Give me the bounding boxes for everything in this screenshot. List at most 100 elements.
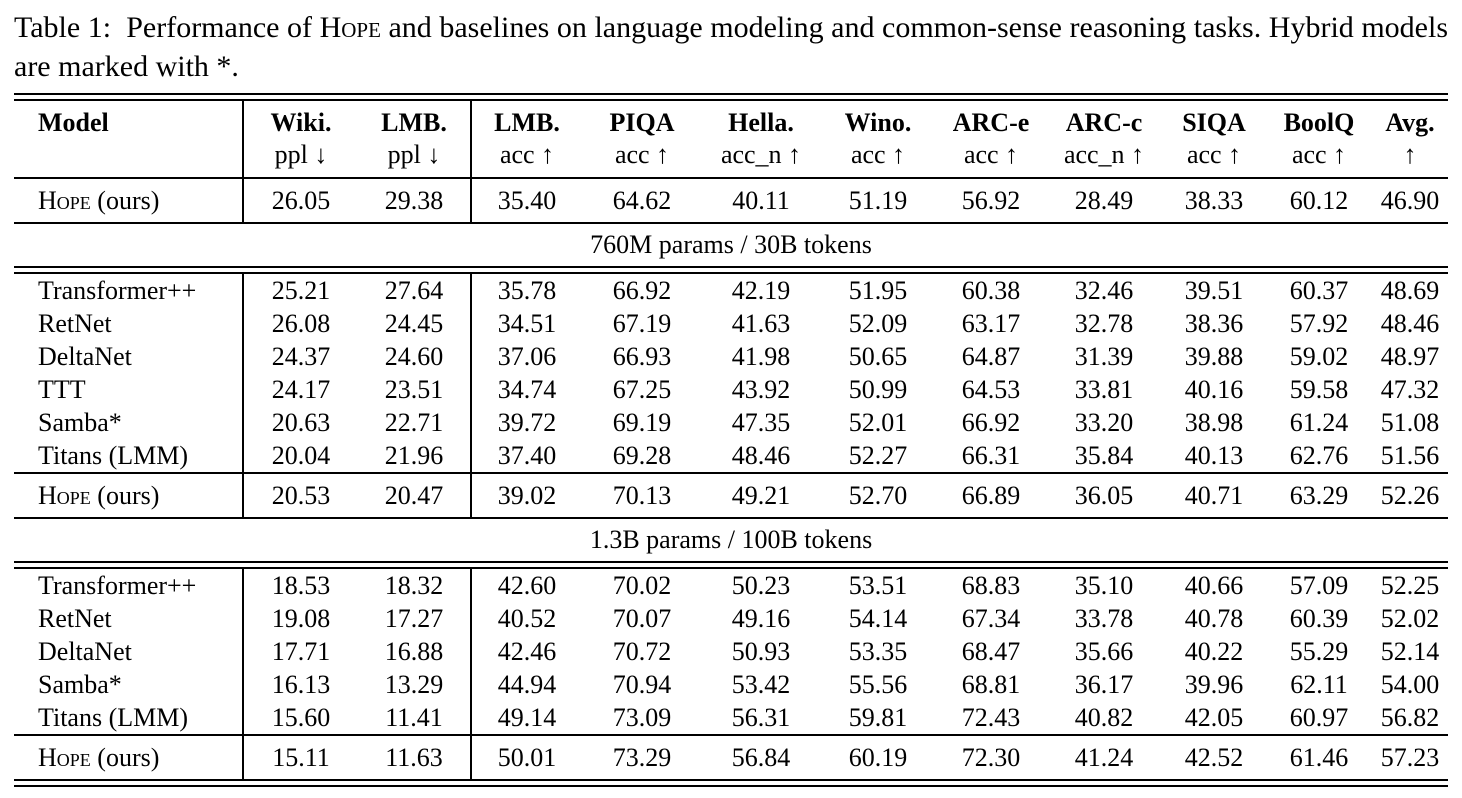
model-name-cell: TTT (14, 373, 242, 406)
metric-value-cell: 51.56 (1380, 441, 1440, 470)
column-header-cell: LMB. ppl ↓ (358, 101, 470, 177)
metric-value-cell: 33.20 (1074, 408, 1134, 437)
metric-value-cell: 66.92 (961, 408, 1021, 437)
result-row: Hope (ours) 15.11 11.63 50.01 73.29 56.84 60.1… (14, 736, 1448, 779)
metric-value-cell: 52.09 (848, 309, 908, 338)
metric-value-cell: 52.27 (848, 441, 908, 470)
model-name-text: Titans (LMM) (38, 703, 189, 732)
paper-page: Table 1: Performance of Hope and baselin… (14, 0, 1448, 787)
metric-value-cell: 60.97 (1289, 703, 1349, 732)
metric-value-cell: 68.47 (961, 637, 1021, 666)
metric-value-cell: 50.99 (848, 375, 908, 404)
column-metric: ↑ (1403, 140, 1417, 169)
column-header-cell: SIQA acc ↑ (1162, 101, 1266, 177)
column-header-cell: Hella. acc_n ↑ (702, 101, 820, 177)
column-header-cell: BoolQ acc ↑ (1266, 101, 1372, 177)
metric-value-cell: 56.31 (731, 703, 791, 732)
metric-value-cell: 70.07 (612, 604, 672, 633)
metric-value-cell: 66.89 (961, 481, 1021, 510)
metric-value-cell: 42.60 (470, 569, 582, 602)
model-name-text: (ours) (90, 186, 160, 215)
metric-value-cell: 72.43 (961, 703, 1021, 732)
metric-value-cell: 42.52 (1184, 743, 1244, 772)
metric-value-cell: 50.65 (848, 342, 908, 371)
metric-value-cell: 52.02 (1380, 604, 1440, 633)
model-name-text: Samba* (38, 670, 122, 699)
column-metric: ppl ↓ (387, 140, 441, 169)
metric-value-cell: 42.05 (1184, 703, 1244, 732)
metric-value-cell: 50.01 (470, 736, 582, 779)
metric-value-cell: 20.53 (242, 474, 358, 517)
metric-value-cell: 39.72 (470, 406, 582, 439)
model-name-cell: Hope (ours) (14, 474, 242, 517)
metric-value-cell: 56.92 (961, 186, 1021, 215)
metric-value-cell: 15.11 (242, 736, 358, 779)
metric-value-cell: 13.29 (384, 670, 444, 699)
model-name-cell: Transformer++ (14, 569, 242, 602)
model-name-text: DeltaNet (38, 342, 132, 371)
metric-value-cell: 52.70 (848, 481, 908, 510)
model-name-text: (ours) (90, 481, 160, 510)
column-name: SIQA (1182, 108, 1246, 137)
column-name: PIQA (609, 108, 675, 137)
column-metric (14, 139, 242, 170)
model-name-cell: Titans (LMM) (14, 439, 242, 472)
metric-value-cell: 18.53 (242, 569, 358, 602)
metric-value-cell: 51.19 (848, 186, 908, 215)
metric-value-cell: 41.63 (731, 309, 791, 338)
metric-value-cell: 57.23 (1380, 743, 1440, 772)
metric-value-cell: 52.26 (1380, 481, 1440, 510)
metric-value-cell: 66.92 (612, 276, 672, 305)
metric-value-cell: 15.60 (242, 701, 358, 734)
metric-value-cell: 20.63 (242, 406, 358, 439)
metric-value-cell: 50.23 (731, 571, 791, 600)
metric-value-cell: 66.93 (612, 342, 672, 371)
metric-value-cell: 29.38 (384, 186, 444, 215)
metric-value-cell: 20.04 (242, 439, 358, 472)
metric-value-cell: 43.92 (731, 375, 791, 404)
metric-value-cell: 49.21 (731, 481, 791, 510)
metric-value-cell: 64.53 (961, 375, 1021, 404)
metric-value-cell: 40.13 (1184, 441, 1244, 470)
metric-value-cell: 36.05 (1074, 481, 1134, 510)
column-metric: acc ↑ (1186, 140, 1242, 169)
table-row: Titans (LMM) 15.60 11.41 49.14 73.09 56.31 59.… (14, 701, 1448, 734)
metric-value-cell: 56.84 (731, 743, 791, 772)
metric-value-cell: 36.17 (1074, 670, 1134, 699)
table-caption: Table 1: Performance of Hope and baselin… (14, 8, 1448, 86)
metric-value-cell: 25.21 (242, 274, 358, 307)
model-name-smallcaps: Hope (38, 743, 91, 772)
metric-value-cell: 55.29 (1289, 637, 1349, 666)
double-rule (14, 266, 1448, 274)
model-name-cell: Titans (LMM) (14, 701, 242, 734)
table-row: RetNet 19.08 17.27 40.52 70.07 49.16 54.14 67.3… (14, 602, 1448, 635)
metric-value-cell: 53.42 (731, 670, 791, 699)
metric-value-cell: 60.12 (1289, 186, 1349, 215)
metric-value-cell: 26.08 (242, 307, 358, 340)
metric-value-cell: 40.11 (732, 186, 790, 215)
metric-value-cell: 67.19 (612, 309, 672, 338)
caption-text-part1: Table 1: Performance of (14, 11, 320, 44)
metric-value-cell: 35.84 (1074, 441, 1134, 470)
metric-value-cell: 21.96 (384, 441, 444, 470)
column-name: LMB. (494, 108, 560, 137)
metric-value-cell: 53.51 (848, 571, 908, 600)
metric-value-cell: 40.52 (470, 602, 582, 635)
metric-value-cell: 24.45 (384, 309, 444, 338)
model-name-cell: RetNet (14, 602, 242, 635)
metric-value-cell: 35.78 (470, 274, 582, 307)
metric-value-cell: 39.88 (1184, 342, 1244, 371)
model-name-cell: Samba* (14, 406, 242, 439)
metric-value-cell: 32.78 (1074, 309, 1134, 338)
metric-value-cell: 70.13 (612, 481, 672, 510)
metric-value-cell: 54.14 (848, 604, 908, 633)
metric-value-cell: 51.08 (1380, 408, 1440, 437)
metric-value-cell: 31.39 (1074, 342, 1134, 371)
table-row: Samba* 20.63 22.71 39.72 69.19 47.35 52.01 66.9… (14, 406, 1448, 439)
section-header-row: 760M params / 30B tokens (590, 230, 872, 259)
column-header-cell: LMB. acc ↑ (470, 101, 582, 177)
metric-value-cell: 47.32 (1380, 375, 1440, 404)
metric-value-cell: 38.33 (1184, 186, 1244, 215)
metric-value-cell: 41.24 (1074, 743, 1134, 772)
metric-value-cell: 52.01 (848, 408, 908, 437)
